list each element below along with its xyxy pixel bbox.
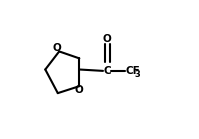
Text: O: O [75, 85, 84, 95]
Text: 3: 3 [135, 70, 141, 79]
Text: O: O [103, 34, 111, 44]
Text: CF: CF [126, 66, 140, 76]
Text: O: O [53, 43, 61, 53]
Text: C: C [103, 66, 111, 76]
